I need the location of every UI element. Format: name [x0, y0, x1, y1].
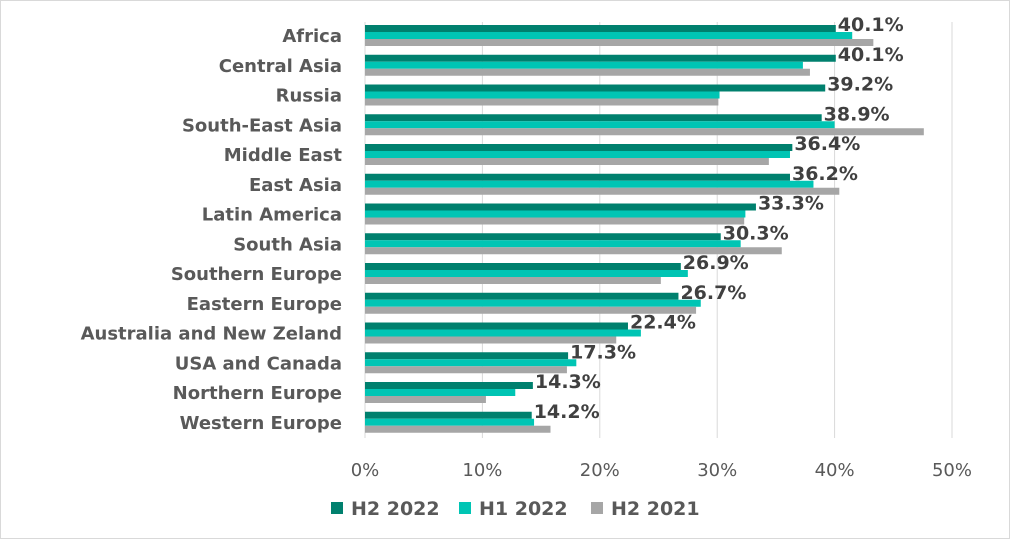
- bars: [365, 25, 924, 433]
- data-label: 38.9%: [824, 103, 890, 125]
- bar: [365, 270, 688, 277]
- category-label: South-East Asia: [182, 115, 342, 136]
- category-label: Central Asia: [219, 56, 342, 77]
- bar: [365, 151, 790, 158]
- x-tick-label: 20%: [580, 460, 620, 481]
- bar: [365, 128, 924, 136]
- bar: [365, 158, 769, 165]
- bar: [365, 329, 641, 337]
- category-label: Western Europe: [180, 413, 342, 434]
- data-label: 30.3%: [723, 222, 789, 244]
- bar: [365, 352, 569, 360]
- data-label: 40.1%: [838, 44, 904, 66]
- legend-swatch: [591, 502, 603, 514]
- bar: [365, 98, 719, 106]
- legend: H2 2022 H1 2022 H2 2021: [331, 498, 700, 520]
- bar: [365, 32, 853, 39]
- category-label: Latin America: [202, 205, 342, 226]
- bar: [365, 39, 874, 46]
- legend-label: H1 2022: [479, 498, 568, 520]
- bar: [365, 233, 721, 241]
- category-label: Northern Europe: [173, 383, 342, 404]
- data-label: 36.4%: [794, 133, 860, 155]
- bar: [365, 396, 486, 403]
- x-tick-label: 50%: [932, 460, 972, 481]
- category-label: Australia and New Zeland: [81, 324, 342, 345]
- bar: [365, 336, 617, 344]
- data-label: 14.3%: [535, 371, 601, 393]
- bar: [365, 144, 793, 151]
- bar: [365, 68, 810, 76]
- bar: [365, 84, 826, 92]
- bar: [365, 54, 836, 62]
- bar: [365, 121, 835, 129]
- bar: [365, 114, 822, 122]
- bar: [365, 418, 535, 426]
- category-label: Africa: [282, 26, 342, 47]
- bar: [365, 210, 746, 218]
- x-tick-label: 10%: [462, 460, 502, 481]
- data-label: 22.4%: [630, 312, 696, 334]
- bar: [365, 25, 836, 32]
- data-label: 33.3%: [758, 193, 824, 215]
- data-label: 14.2%: [534, 401, 600, 423]
- bar: [365, 180, 814, 188]
- bar: [365, 425, 551, 433]
- data-label: 26.9%: [683, 252, 749, 274]
- bar: [365, 322, 628, 330]
- bar: [365, 411, 532, 419]
- bar: [365, 306, 697, 314]
- category-label: USA and Canada: [175, 353, 342, 374]
- legend-label: H2 2022: [351, 498, 440, 520]
- x-axis-ticks: 0% 10% 20% 30% 40% 50%: [351, 460, 972, 481]
- category-labels: Africa Central Asia Russia South-East Asia M…: [81, 26, 343, 434]
- bar: [365, 292, 679, 300]
- bar: [365, 366, 567, 374]
- data-label: 40.1%: [838, 14, 904, 36]
- data-label: 26.7%: [680, 282, 746, 304]
- data-label: 39.2%: [827, 74, 893, 96]
- bar: [365, 382, 533, 389]
- x-tick-label: 40%: [815, 460, 855, 481]
- bar: [365, 61, 803, 69]
- bar: [365, 389, 516, 396]
- bar: [365, 359, 577, 367]
- bar: [365, 247, 782, 255]
- legend-label: H2 2021: [611, 498, 700, 520]
- category-label: East Asia: [249, 175, 342, 196]
- bar: [365, 277, 661, 284]
- bar: [365, 217, 745, 225]
- bar: [365, 91, 720, 99]
- data-label: 17.3%: [570, 341, 636, 363]
- bar: [365, 263, 681, 270]
- legend-swatch: [459, 502, 471, 514]
- category-label: Middle East: [224, 145, 343, 166]
- x-tick-label: 0%: [351, 460, 380, 481]
- bar: [365, 240, 741, 248]
- category-label: South Asia: [233, 234, 342, 255]
- bar: [365, 173, 790, 181]
- bar: [365, 187, 840, 195]
- x-tick-label: 30%: [697, 460, 737, 481]
- legend-swatch: [331, 502, 343, 514]
- bar: [365, 299, 701, 307]
- category-label: Southern Europe: [171, 264, 342, 285]
- category-label: Russia: [276, 86, 342, 107]
- data-labels: 40.1% 40.1% 39.2% 38.9% 36.4% 36.2% 33.3% 30.3%…: [534, 14, 904, 423]
- bar: [365, 203, 756, 211]
- category-label: Eastern Europe: [187, 294, 342, 315]
- data-label: 36.2%: [792, 163, 858, 185]
